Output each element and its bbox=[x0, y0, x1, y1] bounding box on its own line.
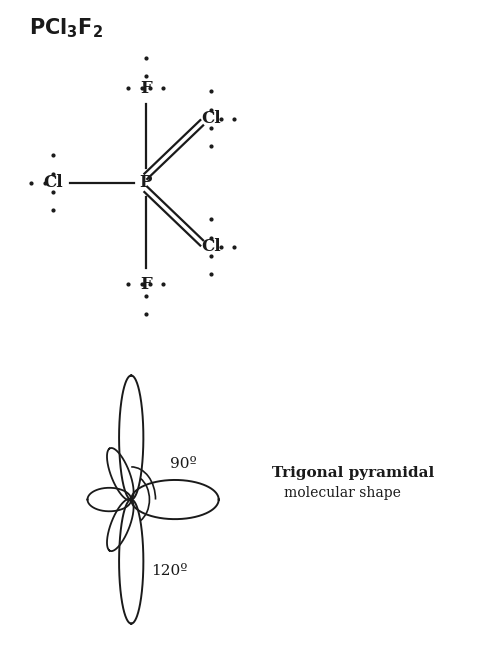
Text: F: F bbox=[140, 80, 152, 97]
Text: F: F bbox=[140, 276, 152, 293]
Text: P: P bbox=[139, 174, 152, 191]
Text: Cl: Cl bbox=[44, 174, 63, 191]
Text: 120º: 120º bbox=[151, 564, 187, 579]
Text: 90º: 90º bbox=[170, 456, 197, 471]
Text: Trigonal pyramidal: Trigonal pyramidal bbox=[272, 466, 434, 481]
Text: Cl: Cl bbox=[202, 238, 221, 255]
Text: Cl: Cl bbox=[202, 110, 221, 127]
Text: molecular shape: molecular shape bbox=[284, 486, 401, 500]
Text: $\mathbf{PCl_3F_2}$: $\mathbf{PCl_3F_2}$ bbox=[29, 16, 103, 40]
